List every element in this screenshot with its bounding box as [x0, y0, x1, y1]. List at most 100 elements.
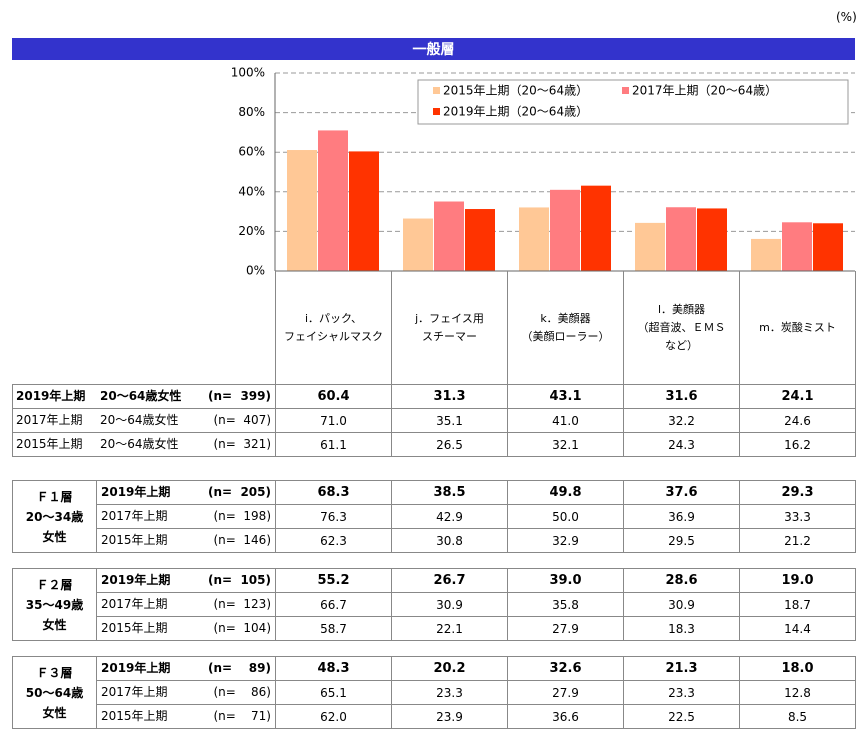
legend-label: 2017年上期（20～64歳） — [632, 84, 777, 98]
table-cell: 23.3 — [623, 680, 740, 705]
table-cell: 18.7 — [739, 592, 856, 617]
table-cell: 20.2 — [391, 656, 508, 681]
n-label: (n= 89) — [208, 661, 271, 675]
unit-label: (%) — [836, 10, 857, 24]
table-cell: 31.3 — [391, 384, 508, 409]
n-label: (n= 407) — [213, 413, 271, 427]
y-tick-label: 0% — [246, 264, 265, 278]
table-cell: 24.3 — [623, 432, 740, 457]
category-label: i．パック、 フェイシャルマスク — [275, 271, 392, 384]
bar — [635, 222, 665, 271]
period-label: 2015年上期 — [101, 533, 168, 547]
table-cell: 65.1 — [275, 680, 392, 705]
target-label: 20～64歳女性 — [100, 413, 179, 427]
table-cell: 37.6 — [623, 480, 740, 505]
bar — [550, 189, 580, 271]
table-cell: 68.3 — [275, 480, 392, 505]
chart-title: 一般層 — [12, 38, 855, 60]
table-cell: 23.3 — [391, 680, 508, 705]
table-cell: 36.6 — [507, 704, 624, 729]
table-cell: 30.9 — [623, 592, 740, 617]
table-cell: 43.1 — [507, 384, 624, 409]
period-label: 2019年上期 — [101, 573, 171, 587]
table-cell: 27.9 — [507, 616, 624, 641]
legend-label: 2015年上期（20～64歳） — [443, 84, 588, 98]
bar — [751, 238, 781, 271]
n-label: (n= 104) — [213, 621, 271, 635]
group-label: Ｆ３層 50～64歳 女性 — [12, 656, 97, 729]
bar — [287, 150, 317, 271]
y-tick-label: 80% — [238, 105, 265, 119]
category-label: k．美顔器 （美顔ローラー） — [507, 271, 624, 384]
group-label: Ｆ２層 35～49歳 女性 — [12, 568, 97, 641]
table-cell: 48.3 — [275, 656, 392, 681]
table-cell: 60.4 — [275, 384, 392, 409]
table-cell: 14.4 — [739, 616, 856, 641]
period-label: 2017年上期 — [101, 509, 168, 523]
table-cell: 29.3 — [739, 480, 856, 505]
n-label: (n= 321) — [213, 437, 271, 451]
table-cell: 36.9 — [623, 504, 740, 529]
table-cell: 49.8 — [507, 480, 624, 505]
table-cell: 27.9 — [507, 680, 624, 705]
table-cell: 41.0 — [507, 408, 624, 433]
table-cell: 58.7 — [275, 616, 392, 641]
legend-label: 2019年上期（20～64歳） — [443, 105, 588, 119]
period-label: 2017年上期 — [101, 597, 168, 611]
table-cell: 32.6 — [507, 656, 624, 681]
bar — [519, 207, 549, 271]
table-cell: 62.3 — [275, 528, 392, 553]
bar — [434, 201, 464, 271]
table-cell: 16.2 — [739, 432, 856, 457]
legend-box — [417, 79, 849, 125]
bar — [782, 222, 812, 271]
n-label: (n= 399) — [208, 389, 271, 403]
table-cell: 32.2 — [623, 408, 740, 433]
y-tick-label: 60% — [238, 145, 265, 159]
period-label: 2019年上期 — [101, 485, 171, 499]
chart: 0% 20% 40% 60% 80% 100% 2015年上期（20～64歳） 2017年上期… — [231, 66, 855, 278]
category-label: l．美顔器 （超音波、ＥＭＳ など） — [623, 271, 740, 384]
table-cell: 19.0 — [739, 568, 856, 593]
period-label: 2015年上期 — [16, 437, 83, 451]
table-cell: 32.1 — [507, 432, 624, 457]
bar — [403, 218, 433, 271]
table-cell: 22.5 — [623, 704, 740, 729]
table-cell: 30.9 — [391, 592, 508, 617]
table-cell: 62.0 — [275, 704, 392, 729]
table-cell: 66.7 — [275, 592, 392, 617]
bar — [666, 207, 696, 271]
bar — [697, 208, 727, 271]
bar — [581, 185, 611, 271]
n-label: (n= 198) — [213, 509, 271, 523]
n-label: (n= 146) — [213, 533, 271, 547]
bar — [318, 130, 348, 271]
n-label: (n= 71) — [213, 709, 271, 723]
table-cell: 18.0 — [739, 656, 856, 681]
group-label: Ｆ１層 20～34歳 女性 — [12, 480, 97, 553]
period-label: 2015年上期 — [101, 709, 168, 723]
y-tick-label: 40% — [238, 184, 265, 198]
table-cell: 55.2 — [275, 568, 392, 593]
table-cell: 23.9 — [391, 704, 508, 729]
table-cell: 28.6 — [623, 568, 740, 593]
y-tick-label: 100% — [231, 66, 265, 80]
table-cell: 33.3 — [739, 504, 856, 529]
legend-swatch — [433, 108, 440, 115]
n-label: (n= 86) — [213, 685, 271, 699]
category-label: j．フェイス用 スチーマー — [391, 271, 508, 384]
target-label: 20～64歳女性 — [100, 389, 182, 403]
table-cell: 26.5 — [391, 432, 508, 457]
table-cell: 50.0 — [507, 504, 624, 529]
category-label: m．炭酸ミスト — [739, 271, 856, 384]
bar — [465, 209, 495, 271]
table-cell: 61.1 — [275, 432, 392, 457]
n-label: (n= 105) — [208, 573, 271, 587]
legend-swatch — [433, 87, 440, 94]
table-cell: 29.5 — [623, 528, 740, 553]
table-cell: 22.1 — [391, 616, 508, 641]
table-cell: 24.1 — [739, 384, 856, 409]
table-cell: 18.3 — [623, 616, 740, 641]
y-tick-label: 20% — [238, 224, 265, 238]
